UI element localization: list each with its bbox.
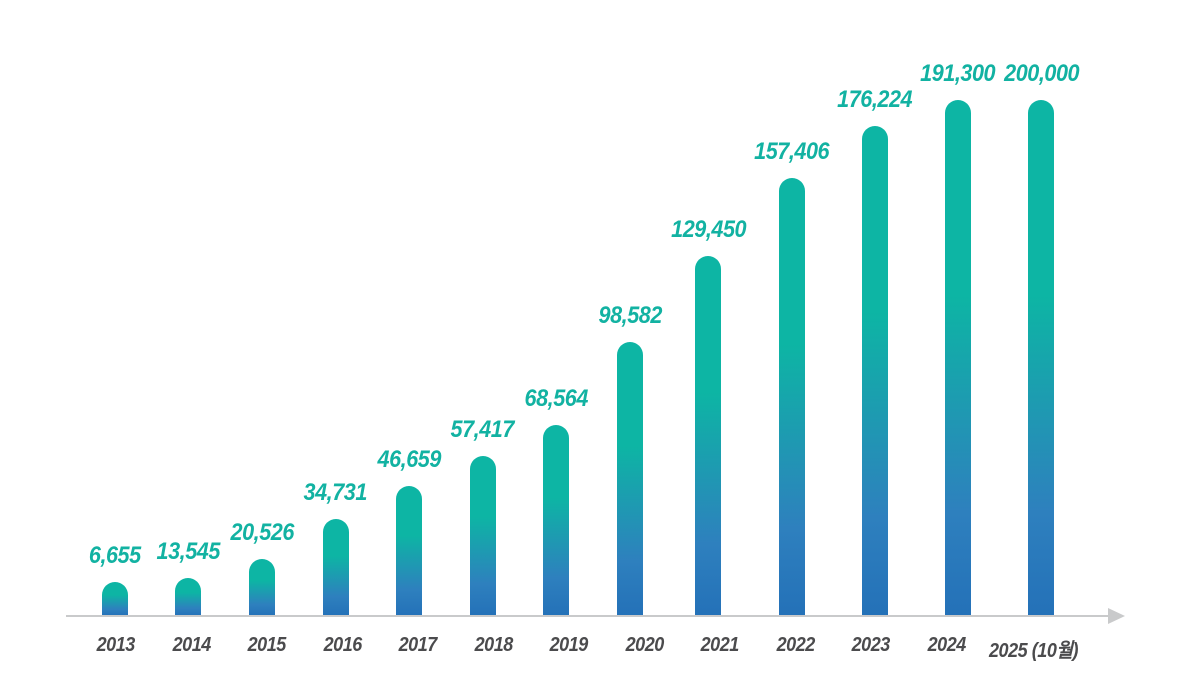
bar-column: 176,224 <box>833 60 916 616</box>
x-axis-tick-label: 2022 <box>776 634 815 656</box>
x-axis-tick-label: 2013 <box>96 634 136 656</box>
bar-column: 6,655 <box>78 60 152 616</box>
bar <box>248 559 275 616</box>
bar-column: 34,731 <box>299 60 373 616</box>
bar-column: 20,526 <box>225 60 299 616</box>
bar <box>322 519 349 616</box>
x-axis-tick-label: 2021 <box>700 634 740 656</box>
bar-value-label: 129,450 <box>670 216 746 243</box>
bar-value-label: 191,300 <box>920 60 996 87</box>
bar <box>543 425 570 616</box>
x-axis-tick-label: 2020 <box>625 634 664 656</box>
bar-value-label: 176,224 <box>837 86 913 113</box>
bar-value-label: 34,731 <box>303 479 368 506</box>
bar-column: 129,450 <box>667 60 750 616</box>
bar-column: 200,000 <box>1000 60 1083 616</box>
x-axis-arrow-icon <box>1108 608 1125 624</box>
bar-value-label: 57,417 <box>450 416 515 443</box>
bar <box>175 578 202 616</box>
bar <box>469 456 496 616</box>
bar <box>945 100 972 616</box>
x-axis-tick-label: 2018 <box>474 634 513 656</box>
bar <box>695 256 722 616</box>
bar <box>101 582 128 616</box>
bar-value-label: 200,000 <box>1003 60 1079 87</box>
x-axis-tick-label: 2025 (10월) <box>988 640 1079 662</box>
x-axis-tick-labels: 2013 2014 2015 2016 2017 2018 2019 2020 2021 2022… <box>78 634 1083 663</box>
bar-column: 157,406 <box>750 60 833 616</box>
bar <box>396 486 423 616</box>
bar-value-label: 46,659 <box>377 446 441 473</box>
bar-value-label: 20,526 <box>230 519 294 546</box>
bar-value-label: 6,655 <box>88 542 141 569</box>
bar-column: 13,545 <box>152 60 226 616</box>
x-axis-tick-label: 2023 <box>851 634 891 656</box>
bar-value-label: 68,564 <box>524 385 589 412</box>
bar-column: 98,582 <box>593 60 667 616</box>
bar <box>1028 100 1055 616</box>
bar-value-label: 13,545 <box>156 538 221 565</box>
x-axis-tick-label: 2014 <box>172 634 211 656</box>
bar <box>616 342 643 616</box>
x-axis-tick-label: 2017 <box>398 634 438 656</box>
bar-column: 191,300 <box>916 60 999 616</box>
x-axis-tick-label: 2024 <box>927 634 966 656</box>
bar-column: 46,659 <box>372 60 446 616</box>
plot-area: 6,655 13,545 20,526 34,731 46,659 57,417 68,56… <box>78 60 1083 616</box>
bar-column: 57,417 <box>446 60 520 616</box>
bar-value-label: 157,406 <box>754 138 829 165</box>
x-axis-tick-label: 2016 <box>323 634 362 656</box>
bar-column: 68,564 <box>519 60 593 616</box>
x-axis-tick-label: 2019 <box>549 634 589 656</box>
x-axis-line <box>66 615 1108 617</box>
bar <box>778 178 805 616</box>
bar-value-label: 98,582 <box>598 302 662 329</box>
bar <box>861 126 888 616</box>
x-axis-tick-label: 2015 <box>247 634 287 656</box>
